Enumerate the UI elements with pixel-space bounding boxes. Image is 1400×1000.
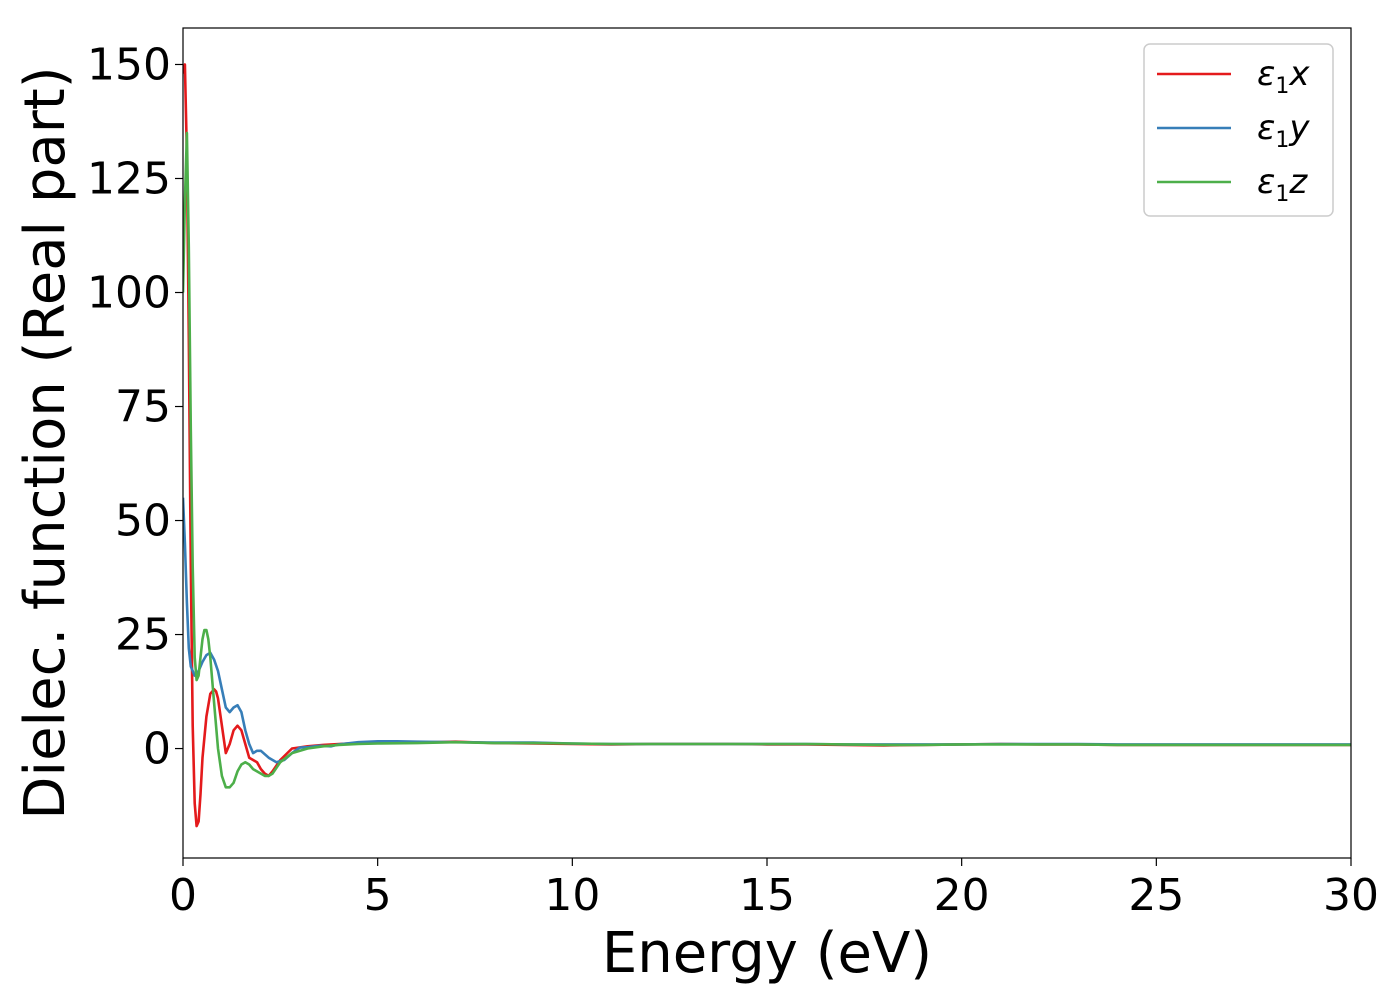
- y-tick-label: 125: [87, 153, 171, 204]
- y-axis-label: Dielec. function (Real part): [13, 66, 78, 819]
- legend-label-x: ε1x: [1257, 54, 1310, 99]
- x-tick-label: 25: [1128, 870, 1184, 921]
- y-tick-label: 0: [143, 724, 171, 775]
- y-tick-label: 75: [115, 382, 171, 433]
- y-tick-label: 100: [87, 268, 171, 319]
- legend-box: [1143, 43, 1334, 217]
- x-axis-label: Energy (eV): [602, 921, 932, 986]
- x-tick-label: 10: [544, 870, 600, 921]
- legend-label-z: ε1z: [1257, 162, 1308, 207]
- x-tick-label: 0: [169, 870, 197, 921]
- plot-area: [183, 63, 1351, 828]
- series-line-z: [183, 131, 1351, 789]
- x-tick-label: 15: [739, 870, 795, 921]
- y-tick-label: 150: [87, 39, 171, 90]
- y-axis: 0 25 50 75 100 125 150: [87, 39, 183, 775]
- x-tick-label: 30: [1323, 870, 1379, 921]
- legend: ε1x ε1y ε1z: [1143, 43, 1334, 217]
- x-axis: 0 5 10 15 20 25 30: [169, 858, 1379, 921]
- y-tick-label: 50: [115, 496, 171, 547]
- legend-label-y: ε1y: [1257, 108, 1310, 153]
- y-tick-label: 25: [115, 610, 171, 661]
- x-tick-label: 20: [934, 870, 990, 921]
- x-tick-label: 5: [364, 870, 392, 921]
